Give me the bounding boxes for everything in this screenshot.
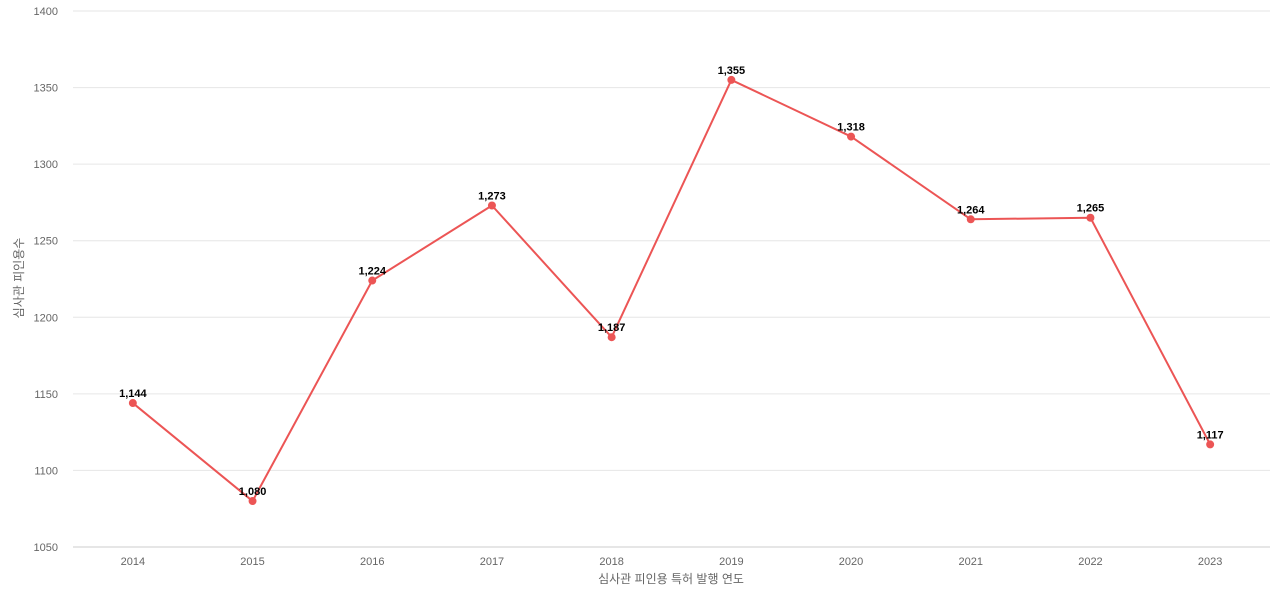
data-label: 1,224 xyxy=(358,266,386,278)
data-point xyxy=(1086,213,1095,222)
data-point xyxy=(368,276,377,285)
x-tick-label: 2017 xyxy=(480,556,504,568)
data-point xyxy=(128,399,137,408)
data-point xyxy=(847,132,856,141)
data-label: 1,144 xyxy=(119,388,147,400)
x-tick-label: 2016 xyxy=(360,556,384,568)
data-label: 1,080 xyxy=(239,486,267,498)
x-tick-label: 2023 xyxy=(1198,556,1222,568)
x-tick-label: 2022 xyxy=(1078,556,1102,568)
data-point xyxy=(248,497,257,506)
data-label: 1,318 xyxy=(837,122,865,134)
y-tick-label: 1250 xyxy=(34,236,58,248)
data-points xyxy=(128,75,1215,506)
data-label: 1,117 xyxy=(1197,429,1224,441)
data-labels: 1,144 1,080 1,224 1,273 1,187 1,355 1,318 1,264… xyxy=(119,65,1224,498)
data-point xyxy=(607,333,616,342)
y-tick-label: 1050 xyxy=(34,542,58,554)
y-tick-label: 1150 xyxy=(34,389,58,401)
y-axis-ticks: 1050 1100 1150 1200 1250 1300 1350 1400 xyxy=(34,6,58,554)
grid-lines xyxy=(73,10,1270,548)
y-tick-label: 1200 xyxy=(34,312,58,324)
x-tick-label: 2018 xyxy=(599,556,623,568)
data-label: 1,265 xyxy=(1077,203,1105,215)
data-point xyxy=(966,215,975,224)
data-label: 1,273 xyxy=(478,190,506,202)
x-tick-label: 2015 xyxy=(240,556,264,568)
data-point xyxy=(727,75,736,84)
y-tick-label: 1100 xyxy=(34,465,58,477)
x-axis-title: 심사관 피인용 특허 발행 연도 xyxy=(598,571,744,586)
x-tick-label: 2021 xyxy=(959,556,983,568)
series-line xyxy=(132,78,1212,503)
y-tick-label: 1300 xyxy=(34,159,58,171)
data-label: 1,187 xyxy=(598,322,626,334)
y-axis-title: 심사관 피인용수 xyxy=(12,238,26,319)
x-tick-label: 2020 xyxy=(839,556,863,568)
data-label: 1,264 xyxy=(957,204,985,216)
data-label: 1,355 xyxy=(718,65,746,77)
x-axis-ticks: 2014 2015 2016 2017 2018 2019 2020 2021 2022 2023 xyxy=(121,556,1223,568)
data-point xyxy=(1206,440,1215,449)
x-tick-label: 2019 xyxy=(719,556,743,568)
y-tick-label: 1400 xyxy=(34,6,58,18)
data-point xyxy=(487,201,496,210)
y-tick-label: 1350 xyxy=(34,83,58,95)
x-tick-label: 2014 xyxy=(121,556,145,568)
